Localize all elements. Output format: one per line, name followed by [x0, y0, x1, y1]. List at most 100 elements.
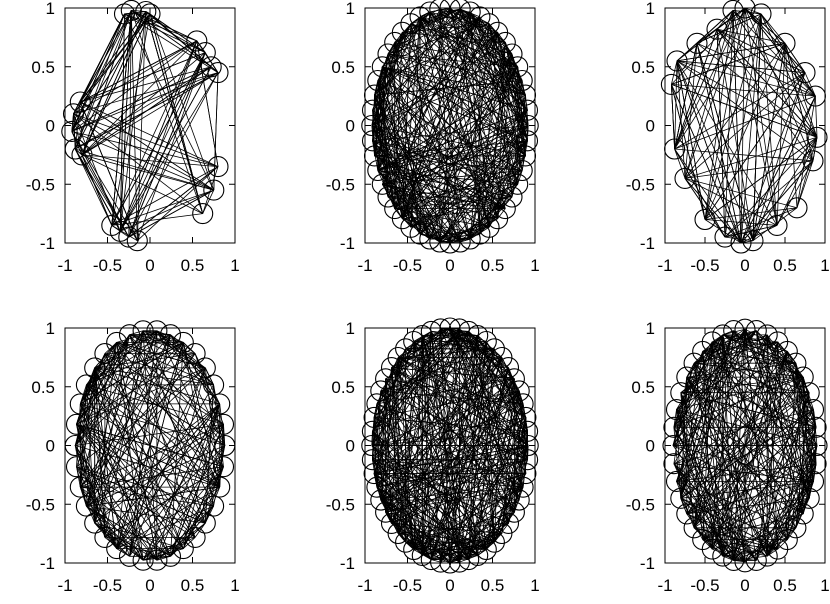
edge [182, 445, 226, 549]
edge [86, 445, 225, 507]
edge [744, 329, 814, 482]
edge [430, 348, 495, 560]
edge [431, 511, 515, 560]
edge [696, 43, 742, 244]
edge [86, 505, 158, 561]
node-marker [409, 223, 431, 245]
edge [440, 328, 469, 332]
node-marker [448, 551, 470, 573]
edge [469, 94, 526, 240]
edge [477, 549, 487, 556]
y-tick-label: 0 [46, 117, 55, 136]
edge [755, 392, 810, 561]
edge [732, 10, 742, 244]
edge [116, 342, 206, 524]
edge [76, 367, 206, 425]
node-marker [665, 399, 688, 421]
edge [744, 7, 762, 15]
edge [397, 357, 470, 560]
edge [744, 7, 786, 44]
x-tick-label: 1 [230, 256, 239, 275]
edge [376, 341, 487, 405]
edge [397, 357, 527, 418]
edge [686, 513, 768, 557]
edge [128, 189, 214, 238]
edge [711, 341, 804, 515]
edge [377, 80, 528, 142]
node-marker [75, 374, 97, 396]
node-marker [670, 382, 692, 404]
edges-top-middle [371, 7, 529, 244]
node-marker [419, 1, 441, 23]
edge [142, 403, 221, 561]
edge [676, 60, 818, 138]
edge [702, 539, 713, 550]
edge [460, 238, 471, 243]
edge [380, 445, 529, 501]
edge [116, 342, 158, 561]
edge [387, 53, 526, 96]
y-tick-label: 0 [346, 117, 355, 136]
edge [156, 367, 206, 561]
node-marker [94, 526, 116, 548]
edge [373, 367, 509, 474]
edge [419, 140, 528, 235]
edge [674, 43, 698, 150]
edge [795, 427, 817, 528]
edge [459, 218, 498, 243]
edge [804, 72, 816, 97]
edge [755, 330, 810, 499]
y-tick-label: 0.5 [31, 58, 55, 77]
edge [372, 109, 513, 198]
node-marker [511, 69, 533, 92]
edge [71, 10, 132, 132]
edge [76, 424, 106, 538]
x-tick-label: 0.5 [773, 256, 797, 275]
edge [431, 559, 441, 563]
node-marker [706, 18, 728, 40]
node-marker [375, 368, 397, 390]
edge [377, 170, 506, 209]
edge [439, 8, 471, 13]
node-marker [146, 549, 168, 571]
node-marker [723, 549, 745, 571]
edge [86, 330, 158, 507]
edge [80, 101, 219, 167]
edge [422, 533, 503, 556]
node-marker [84, 357, 106, 379]
y-tick-label: -0.5 [326, 175, 355, 194]
node-marker [806, 434, 828, 457]
edge [194, 353, 221, 405]
edge [372, 331, 469, 432]
node-marker [361, 130, 384, 152]
edge [79, 353, 106, 405]
y-tick-label: 0.5 [31, 378, 55, 397]
edge [124, 13, 206, 53]
x-tick-label: -0.5 [93, 256, 122, 275]
edge [459, 328, 487, 550]
node-marker [209, 476, 231, 498]
edge [374, 94, 523, 171]
node-marker [395, 531, 417, 553]
edge [724, 137, 818, 238]
edge [94, 367, 220, 488]
node-marker [660, 73, 682, 95]
edge [81, 52, 206, 156]
node-marker [420, 320, 442, 342]
edge [374, 80, 523, 96]
edge [795, 481, 814, 528]
node-marker [734, 551, 756, 573]
edge [410, 23, 461, 243]
edge [119, 52, 206, 232]
panel-bottom-right: -1 -0.5 0 0.5 1 1 0.5 0 -0.5 -1 [626, 318, 830, 595]
edge [732, 10, 816, 97]
edge [394, 42, 518, 68]
node-marker [663, 416, 685, 438]
edge [676, 60, 816, 97]
node-marker [113, 3, 136, 25]
edge [716, 28, 786, 44]
node-marker [377, 43, 399, 65]
edge [468, 331, 495, 543]
edge [760, 13, 818, 138]
